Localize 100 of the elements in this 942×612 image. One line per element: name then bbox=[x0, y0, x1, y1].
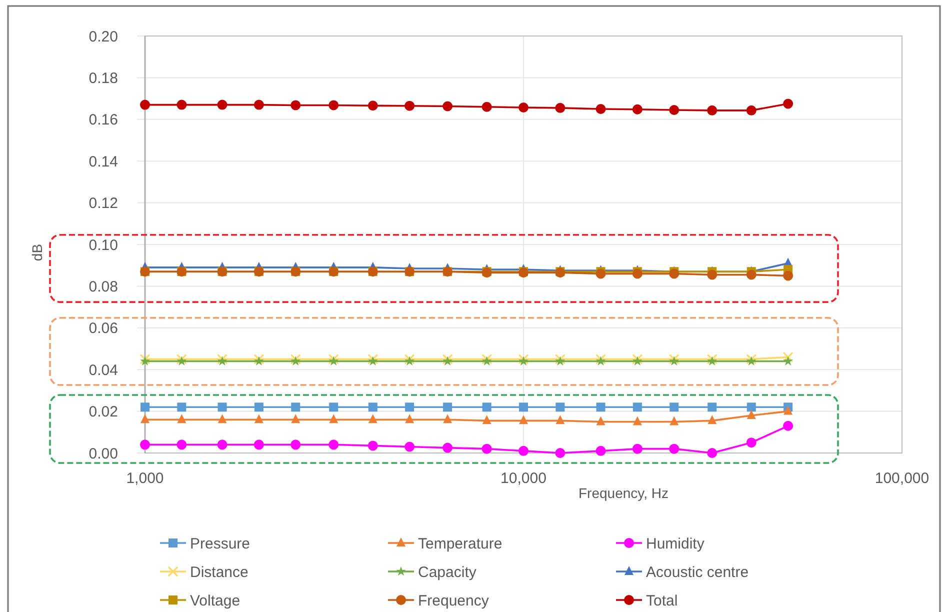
point bbox=[632, 444, 642, 454]
point bbox=[707, 105, 718, 116]
point bbox=[554, 354, 566, 364]
point bbox=[140, 440, 150, 450]
point bbox=[707, 448, 718, 458]
point bbox=[783, 270, 794, 281]
point bbox=[708, 415, 717, 424]
point bbox=[668, 354, 680, 364]
point bbox=[783, 98, 794, 109]
point bbox=[443, 402, 452, 412]
point bbox=[518, 356, 528, 366]
point bbox=[291, 402, 300, 412]
point bbox=[140, 354, 150, 364]
point bbox=[746, 402, 756, 412]
y-tick-label: 0.04 bbox=[88, 362, 118, 379]
point bbox=[746, 354, 757, 364]
point bbox=[670, 416, 679, 426]
point bbox=[328, 354, 339, 364]
point bbox=[442, 442, 453, 453]
y-tick-label: 0.16 bbox=[88, 112, 118, 129]
point bbox=[784, 406, 793, 415]
point bbox=[518, 354, 529, 364]
y-tick-label: 0.02 bbox=[88, 404, 118, 421]
point bbox=[290, 356, 301, 366]
point bbox=[783, 420, 794, 431]
point bbox=[518, 102, 528, 113]
point bbox=[404, 442, 415, 452]
point bbox=[290, 440, 301, 450]
legend-label: Humidity bbox=[646, 535, 705, 552]
point bbox=[368, 354, 378, 364]
y-tick-label: 0.10 bbox=[88, 236, 118, 254]
point bbox=[368, 402, 378, 412]
legend-label: Capacity bbox=[418, 564, 477, 581]
point bbox=[669, 268, 680, 279]
point bbox=[140, 414, 150, 424]
point bbox=[140, 356, 150, 366]
x-tick-label: 10,000 bbox=[500, 470, 546, 487]
point bbox=[254, 356, 264, 366]
point bbox=[482, 102, 492, 112]
point bbox=[254, 100, 264, 110]
point bbox=[177, 414, 186, 424]
legend-label: Acoustic centre bbox=[646, 564, 749, 581]
point bbox=[254, 414, 264, 424]
y-tick-label: 0.00 bbox=[88, 445, 118, 462]
point bbox=[746, 105, 756, 116]
point bbox=[746, 356, 756, 366]
point bbox=[140, 402, 150, 412]
point bbox=[140, 100, 150, 110]
point bbox=[329, 402, 338, 412]
point bbox=[405, 414, 414, 424]
point bbox=[405, 402, 414, 412]
y-tick-label: 0.14 bbox=[88, 153, 118, 170]
x-tick-label: 100,000 bbox=[874, 470, 930, 487]
point bbox=[368, 100, 378, 111]
point bbox=[632, 356, 642, 366]
legend-label: Temperature bbox=[418, 535, 502, 552]
point bbox=[368, 440, 378, 451]
point bbox=[746, 438, 756, 448]
y-tick-label: 0.18 bbox=[88, 70, 118, 87]
legend-label: Distance bbox=[190, 564, 248, 581]
point bbox=[254, 402, 264, 412]
y-tick-label: 0.20 bbox=[88, 28, 118, 46]
point bbox=[404, 354, 415, 364]
point bbox=[328, 440, 339, 450]
point bbox=[632, 354, 643, 364]
y-tick-label: 0.06 bbox=[88, 320, 118, 338]
point bbox=[368, 414, 378, 424]
point bbox=[443, 414, 452, 424]
legend-label: Voltage bbox=[190, 592, 240, 610]
point bbox=[708, 402, 717, 412]
point bbox=[519, 415, 528, 424]
point bbox=[290, 100, 301, 110]
legend-label: Pressure bbox=[190, 535, 250, 552]
point bbox=[404, 356, 414, 366]
point bbox=[176, 354, 187, 364]
legend-label: Total bbox=[646, 592, 678, 610]
point bbox=[632, 402, 642, 412]
point bbox=[176, 440, 187, 450]
point bbox=[442, 101, 453, 112]
point bbox=[442, 354, 453, 364]
point bbox=[669, 356, 680, 366]
point bbox=[254, 440, 264, 450]
point bbox=[368, 356, 378, 366]
point bbox=[556, 415, 565, 424]
point bbox=[329, 414, 338, 424]
point bbox=[328, 100, 339, 110]
y-axis-title: dB bbox=[29, 244, 45, 262]
point bbox=[632, 104, 642, 114]
point bbox=[670, 402, 679, 412]
point bbox=[176, 356, 187, 366]
point bbox=[404, 100, 415, 111]
point bbox=[291, 414, 300, 424]
point bbox=[555, 448, 566, 458]
point bbox=[632, 416, 642, 426]
point bbox=[176, 100, 187, 110]
point bbox=[328, 356, 339, 366]
point bbox=[482, 356, 492, 366]
point bbox=[556, 402, 565, 412]
point bbox=[290, 354, 301, 364]
point bbox=[519, 402, 528, 412]
